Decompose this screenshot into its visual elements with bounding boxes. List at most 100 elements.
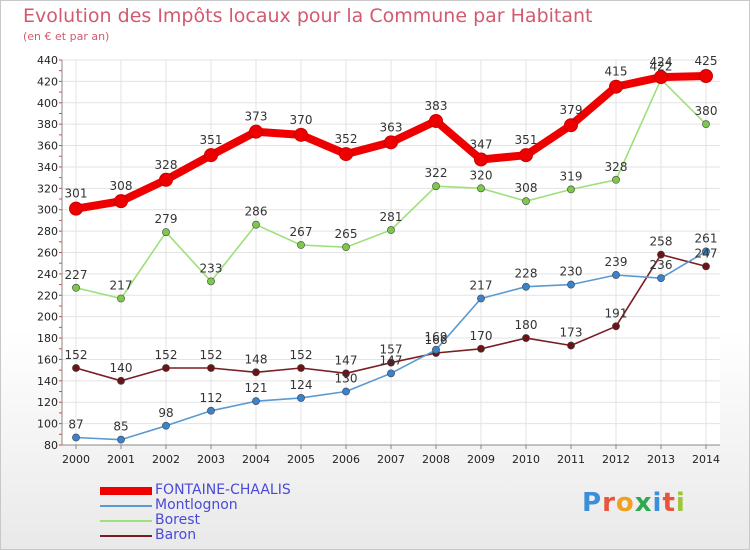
data-point — [387, 369, 395, 378]
legend-swatch — [100, 520, 152, 522]
x-tick-label: 2007 — [377, 453, 405, 466]
data-point — [567, 185, 575, 194]
data-label: 130 — [335, 372, 358, 386]
x-tick-label: 2009 — [467, 453, 495, 466]
x-tick-label: 2006 — [332, 453, 360, 466]
logo-letter: x — [634, 488, 653, 518]
data-point — [702, 120, 710, 129]
data-point — [117, 435, 125, 444]
data-point — [612, 175, 620, 184]
y-tick-label: 380 — [37, 118, 58, 131]
data-label: 85 — [113, 420, 128, 434]
x-tick-label: 2005 — [287, 453, 315, 466]
data-point — [519, 148, 533, 163]
data-label: 265 — [335, 227, 358, 241]
data-label: 147 — [335, 353, 358, 367]
data-point — [522, 197, 530, 206]
data-point — [657, 274, 665, 283]
data-point — [477, 294, 485, 303]
data-label: 140 — [110, 361, 133, 375]
x-tick-label: 2001 — [107, 453, 135, 466]
axes: 80 100 120 140 160 180 200 220 240 260 280 300 320 34… — [37, 54, 720, 466]
y-tick-label: 340 — [37, 161, 58, 174]
data-label: 227 — [65, 268, 88, 282]
data-point — [342, 369, 350, 378]
legend-label: Montlognon — [155, 497, 238, 513]
data-point — [159, 172, 173, 187]
data-point — [249, 124, 263, 139]
data-point — [522, 334, 530, 342]
data-label: 217 — [110, 278, 133, 292]
logo-letter: t — [662, 488, 676, 518]
chart-subtitle: (en € et par an) — [23, 30, 110, 43]
logo-letter: i — [675, 488, 686, 518]
data-point — [339, 147, 353, 162]
x-tick-label: 2011 — [557, 453, 585, 466]
y-tick-label: 180 — [37, 332, 58, 345]
data-point — [207, 406, 215, 415]
data-point — [387, 226, 395, 234]
data-point — [699, 69, 713, 84]
logo-letter: i — [652, 488, 663, 518]
data-label: 308 — [515, 181, 538, 195]
data-label: 98 — [158, 406, 173, 420]
data-label: 308 — [110, 179, 133, 193]
proxiti-logo: Proxiti — [582, 488, 686, 518]
y-tick-label: 120 — [37, 396, 58, 409]
data-point — [294, 127, 308, 142]
y-tick-label: 360 — [37, 140, 58, 153]
data-label: 320 — [470, 168, 493, 182]
data-label: 217 — [470, 278, 493, 292]
data-label: 351 — [200, 133, 223, 147]
data-point — [69, 201, 83, 216]
data-label: 351 — [515, 133, 538, 147]
data-point — [117, 294, 125, 303]
data-label: 373 — [245, 110, 268, 124]
y-tick-label: 260 — [37, 247, 58, 260]
data-point — [477, 344, 485, 353]
legend-swatch — [100, 487, 152, 495]
y-tick-label: 420 — [37, 75, 58, 88]
data-point — [72, 364, 80, 372]
data-point — [204, 148, 218, 163]
data-label: 363 — [380, 120, 403, 134]
data-point — [252, 368, 260, 377]
data-point — [342, 243, 350, 252]
data-point — [609, 79, 623, 94]
data-point — [297, 241, 305, 249]
data-point — [432, 182, 440, 191]
data-point — [207, 277, 215, 286]
data-label: 230 — [560, 265, 583, 279]
data-point — [384, 135, 398, 150]
legend-swatch — [100, 505, 152, 507]
data-label: 347 — [470, 137, 493, 151]
data-point — [387, 358, 395, 367]
logo-letter: o — [615, 488, 635, 518]
x-tick-label: 2010 — [512, 453, 540, 466]
data-label: 152 — [200, 348, 223, 362]
data-label: 157 — [380, 343, 403, 357]
data-point — [72, 433, 80, 442]
data-label: 152 — [155, 348, 178, 362]
data-label: 180 — [515, 318, 538, 332]
data-point — [342, 387, 350, 396]
data-point — [114, 194, 128, 209]
data-point — [162, 421, 170, 430]
legend-label: Baron — [155, 527, 197, 543]
data-label: 236 — [650, 258, 673, 272]
y-tick-label: 400 — [37, 97, 58, 110]
y-tick-label: 440 — [37, 54, 58, 67]
data-label: 281 — [380, 210, 403, 224]
data-label: 152 — [65, 348, 88, 362]
data-point — [252, 220, 260, 229]
data-label: 301 — [65, 187, 88, 201]
data-point — [612, 322, 620, 331]
legend-label: FONTAINE-CHAALIS — [155, 482, 291, 498]
legend-swatch — [100, 535, 152, 537]
y-tick-label: 140 — [37, 375, 58, 388]
data-label: 239 — [605, 255, 628, 269]
data-label: 87 — [68, 418, 83, 432]
data-point — [567, 280, 575, 289]
y-tick-label: 100 — [37, 418, 58, 431]
data-point — [477, 184, 485, 193]
